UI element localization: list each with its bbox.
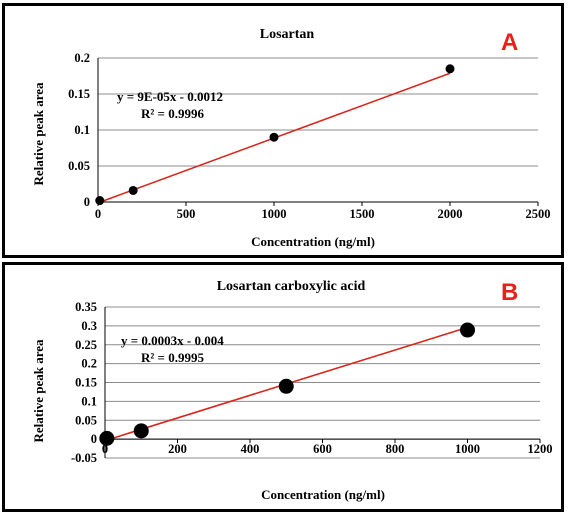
x-tick-label: 600 [313, 442, 332, 456]
y-tick-label: 0.05 [75, 413, 97, 427]
chart-b-tick-labels: -0.05 0 0.05 0.1 0.15 0.2 0.25 0.3 0.35 0 200 400 60… [71, 300, 553, 465]
x-tick-label: 1200 [528, 442, 553, 456]
y-tick-label: 0.15 [75, 376, 97, 390]
x-tick-label: 1000 [455, 442, 480, 456]
chart-b-x-label: Concentration (ng/ml) [261, 487, 385, 502]
chart-a-tick-labels: 0 0.05 0.1 0.15 0.2 0 500 1000 1500 2000 2500 [68, 51, 550, 221]
data-point [445, 64, 455, 74]
x-tick-label: 200 [168, 442, 187, 456]
chart-panel-a: 0 0.05 0.1 0.15 0.2 0 500 1000 1500 2000 2500 Losa… [2, 3, 564, 258]
data-point [95, 196, 105, 206]
y-tick-label: 0.2 [81, 357, 97, 371]
data-point [269, 132, 279, 142]
x-tick-label: 800 [386, 442, 405, 456]
y-tick-label: 0.2 [74, 51, 90, 65]
chart-panel-b: -0.05 0 0.05 0.1 0.15 0.2 0.25 0.3 0.35 0 200 400 60… [2, 262, 564, 512]
y-tick-label: 0 [91, 432, 97, 446]
y-tick-label: 0.35 [75, 300, 97, 314]
chart-a-title: Losartan [260, 27, 315, 42]
chart-b-points [99, 322, 475, 446]
y-tick-label: 0 [84, 195, 90, 209]
y-tick-label: 0.05 [68, 159, 90, 173]
chart-a-x-label: Concentration (ng/ml) [251, 234, 375, 249]
chart-a-gridlines [98, 57, 538, 203]
chart-b-svg: -0.05 0 0.05 0.1 0.15 0.2 0.25 0.3 0.35 0 200 400 60… [31, 279, 553, 502]
chart-a-r-squared: R² = 0.9996 [141, 106, 204, 121]
data-point [133, 423, 149, 439]
chart-b-y-label: Relative peak area [31, 339, 46, 443]
x-tick-label: 1000 [262, 207, 287, 221]
x-tick-label: 2500 [526, 207, 551, 221]
y-tick-label: 0.25 [75, 338, 97, 352]
data-point [99, 430, 115, 446]
x-tick-label: 0 [95, 207, 101, 221]
data-point [460, 322, 475, 338]
y-tick-label: 0.1 [74, 123, 90, 137]
chart-b-equation: y = 0.0003x - 0.004 [121, 333, 224, 348]
chart-b-panel-letter: B [501, 279, 518, 306]
chart-a-y-label: Relative peak area [31, 82, 46, 186]
x-tick-label: 400 [241, 442, 260, 456]
y-tick-label: 0.1 [81, 394, 97, 408]
chart-b-title: Losartan carboxylic acid [217, 279, 366, 294]
chart-a-equation: y = 9E-05x - 0.0012 [117, 89, 223, 104]
chart-a-panel-letter: A [501, 29, 518, 56]
chart-b-r-squared: R² = 0.9995 [141, 350, 204, 365]
chart-a-svg: 0 0.05 0.1 0.15 0.2 0 500 1000 1500 2000 2500 Losa… [31, 27, 551, 249]
x-tick-label: 2000 [438, 207, 463, 221]
y-tick-label: 0.3 [81, 319, 97, 333]
x-tick-label: 0 [102, 442, 108, 456]
y-tick-label: 0.15 [68, 87, 90, 101]
x-tick-label: 1500 [350, 207, 375, 221]
chart-a-points [95, 64, 455, 206]
data-point [278, 378, 294, 394]
y-tick-label: -0.05 [71, 451, 97, 465]
x-tick-label: 500 [177, 207, 196, 221]
data-point [128, 185, 138, 195]
